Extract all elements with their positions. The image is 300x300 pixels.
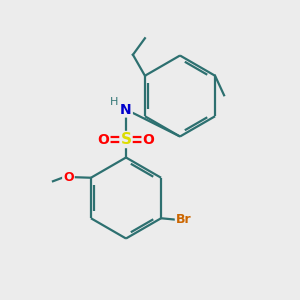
Text: N: N (120, 103, 132, 116)
Text: O: O (63, 171, 74, 184)
Text: O: O (98, 133, 110, 146)
Text: H: H (110, 97, 118, 107)
Text: Br: Br (176, 213, 191, 226)
Text: S: S (121, 132, 131, 147)
Text: O: O (142, 133, 154, 146)
